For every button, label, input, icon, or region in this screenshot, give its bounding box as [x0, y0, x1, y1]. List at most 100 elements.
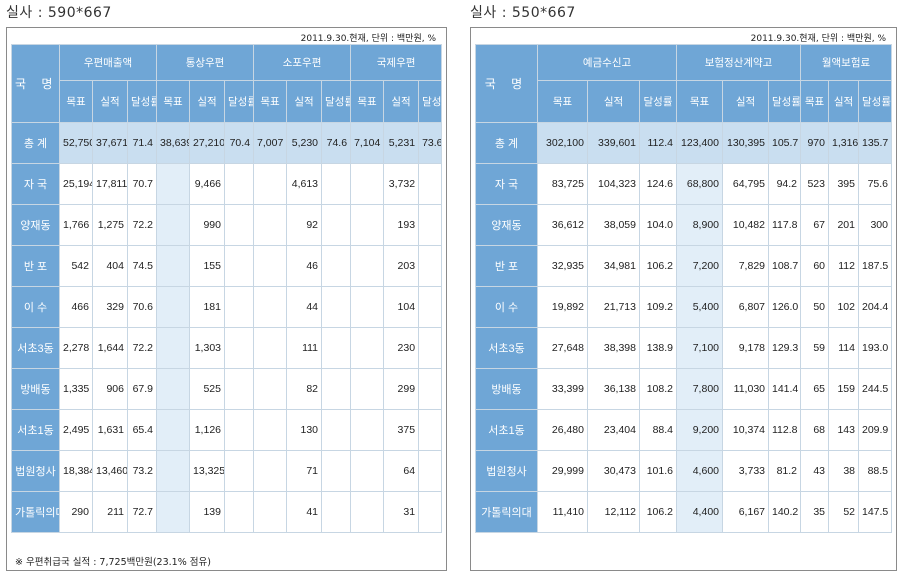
- table-cell: [253, 368, 288, 410]
- column-header: 실적: [828, 80, 859, 123]
- table-cell: 6,807: [722, 286, 769, 328]
- right-caption: 실사 : 550*667: [470, 5, 576, 21]
- table-cell: 181: [189, 286, 225, 328]
- table-cell: 65.4: [127, 409, 157, 451]
- table-cell: 73.6: [418, 122, 443, 164]
- table-row: 가톨릭의대29021172.7 139 41 31: [11, 491, 443, 533]
- table-cell: 70.4: [223, 122, 255, 164]
- table-cell: [350, 245, 385, 287]
- table-cell: [253, 409, 288, 451]
- table-cell: 52: [828, 491, 859, 533]
- table-cell: 19,892: [537, 286, 588, 328]
- row-header: 양재동: [475, 204, 538, 246]
- table-cell: [321, 450, 352, 492]
- table-cell: 2,495: [59, 409, 93, 451]
- table-cell: 193: [383, 204, 420, 246]
- table-cell: [350, 491, 385, 533]
- table-cell: 72.2: [127, 204, 157, 246]
- column-header: 달성률: [858, 80, 892, 123]
- table-cell: 31: [383, 491, 420, 533]
- table-row: 총 계 302,100 339,601 112.4 123,400 130,395 105.…: [475, 122, 892, 164]
- row-header: 이 수: [475, 286, 538, 328]
- table-cell: 203: [383, 245, 420, 287]
- column-header: 달성률: [418, 80, 443, 123]
- table-cell: 33,399: [537, 368, 588, 410]
- table-cell: 7,829: [722, 245, 769, 287]
- row-header: 서초3동: [475, 327, 538, 369]
- group-header: 월액보험료: [800, 44, 892, 81]
- table-row: 서초3동 27,648 38,398 138.9 7,100 9,178 129.3 59 11…: [475, 327, 892, 369]
- table-cell: 106.2: [639, 245, 677, 287]
- row-header: 방배동: [475, 368, 538, 410]
- table-cell: 466: [59, 286, 93, 328]
- table-row: 방배동 33,399 36,138 108.2 7,800 11,030 141.4 65 15…: [475, 368, 892, 410]
- table-cell: 4,613: [286, 163, 323, 205]
- table-cell: [321, 368, 352, 410]
- table-row: 서초3동 2,278 1,644 72.2 1,303 111 230: [11, 327, 443, 369]
- table-cell: 46: [286, 245, 323, 287]
- row-header: 반 포: [11, 245, 60, 287]
- table-cell: 970: [800, 122, 829, 164]
- table-cell: 88.4: [639, 409, 677, 451]
- table-cell: 990: [189, 204, 225, 246]
- table-cell: 5,230: [286, 122, 323, 164]
- table-cell: [321, 245, 352, 287]
- table-cell: 7,104: [350, 122, 385, 164]
- table-cell: 34,981: [587, 245, 640, 287]
- left-panel: 2011.9.30.현재, 단위 : 백만원, % 국 명 우편매출액 통상우편…: [6, 27, 447, 571]
- table-cell: [156, 491, 190, 533]
- table-cell: [321, 163, 352, 205]
- table-cell: 244.5: [858, 368, 892, 410]
- table-cell: 117.8: [768, 204, 801, 246]
- column-header: 달성률: [223, 80, 255, 123]
- table-cell: 13,460: [92, 450, 128, 492]
- table-cell: 92: [286, 204, 323, 246]
- table-cell: 101.6: [639, 450, 677, 492]
- table-cell: 2,278: [59, 327, 93, 369]
- table-cell: 290: [59, 491, 93, 533]
- table-cell: [223, 286, 255, 328]
- table-cell: 906: [92, 368, 128, 410]
- table-cell: 329: [92, 286, 128, 328]
- table-row: 자 국 83,725 104,323 124.6 68,800 64,795 94.2 523…: [475, 163, 892, 205]
- table-cell: 1,275: [92, 204, 128, 246]
- table-cell: 7,100: [676, 327, 723, 369]
- table-cell: 1,335: [59, 368, 93, 410]
- table-cell: 9,178: [722, 327, 769, 369]
- table-cell: 50: [800, 286, 829, 328]
- table-cell: [156, 163, 190, 205]
- table-cell: 36,612: [537, 204, 588, 246]
- column-header: 목표: [676, 80, 723, 123]
- table-row: 법원청사 29,999 30,473 101.6 4,600 3,733 81.2 43 38 8…: [475, 450, 892, 492]
- row-header: 법원청사: [475, 450, 538, 492]
- row-header: 이 수: [11, 286, 60, 328]
- table-cell: 112.4: [639, 122, 677, 164]
- table-cell: [223, 409, 255, 451]
- table-cell: 187.5: [858, 245, 892, 287]
- table-cell: 104.0: [639, 204, 677, 246]
- table-cell: 68,800: [676, 163, 723, 205]
- column-header: 실적: [286, 80, 323, 123]
- table-cell: 70.7: [127, 163, 157, 205]
- group-header: 소포우편: [253, 44, 352, 81]
- table-cell: 211: [92, 491, 128, 533]
- table-cell: [350, 327, 385, 369]
- left-table: 국 명 우편매출액 통상우편 소포우편 국제우편 목표실적달성률목표실적달성률목…: [11, 44, 443, 533]
- table-cell: 209.9: [858, 409, 892, 451]
- table-cell: [253, 327, 288, 369]
- table-cell: [223, 450, 255, 492]
- table-row: 총 계 52,750 37,671 71.4 38,639 27,210 70.4 7,007…: [11, 122, 443, 164]
- table-row: 이 수 466 329 70.6 181 44 104: [11, 286, 443, 328]
- table-cell: 339,601: [587, 122, 640, 164]
- column-header: 목표: [350, 80, 385, 123]
- table-cell: 38,059: [587, 204, 640, 246]
- table-cell: [253, 245, 288, 287]
- table-cell: 193.0: [858, 327, 892, 369]
- table-cell: 11,030: [722, 368, 769, 410]
- table-cell: [418, 409, 443, 451]
- table-cell: [321, 327, 352, 369]
- table-cell: 37,671: [92, 122, 128, 164]
- row-header: 자 국: [11, 163, 60, 205]
- table-cell: 71.4: [127, 122, 157, 164]
- table-cell: [253, 450, 288, 492]
